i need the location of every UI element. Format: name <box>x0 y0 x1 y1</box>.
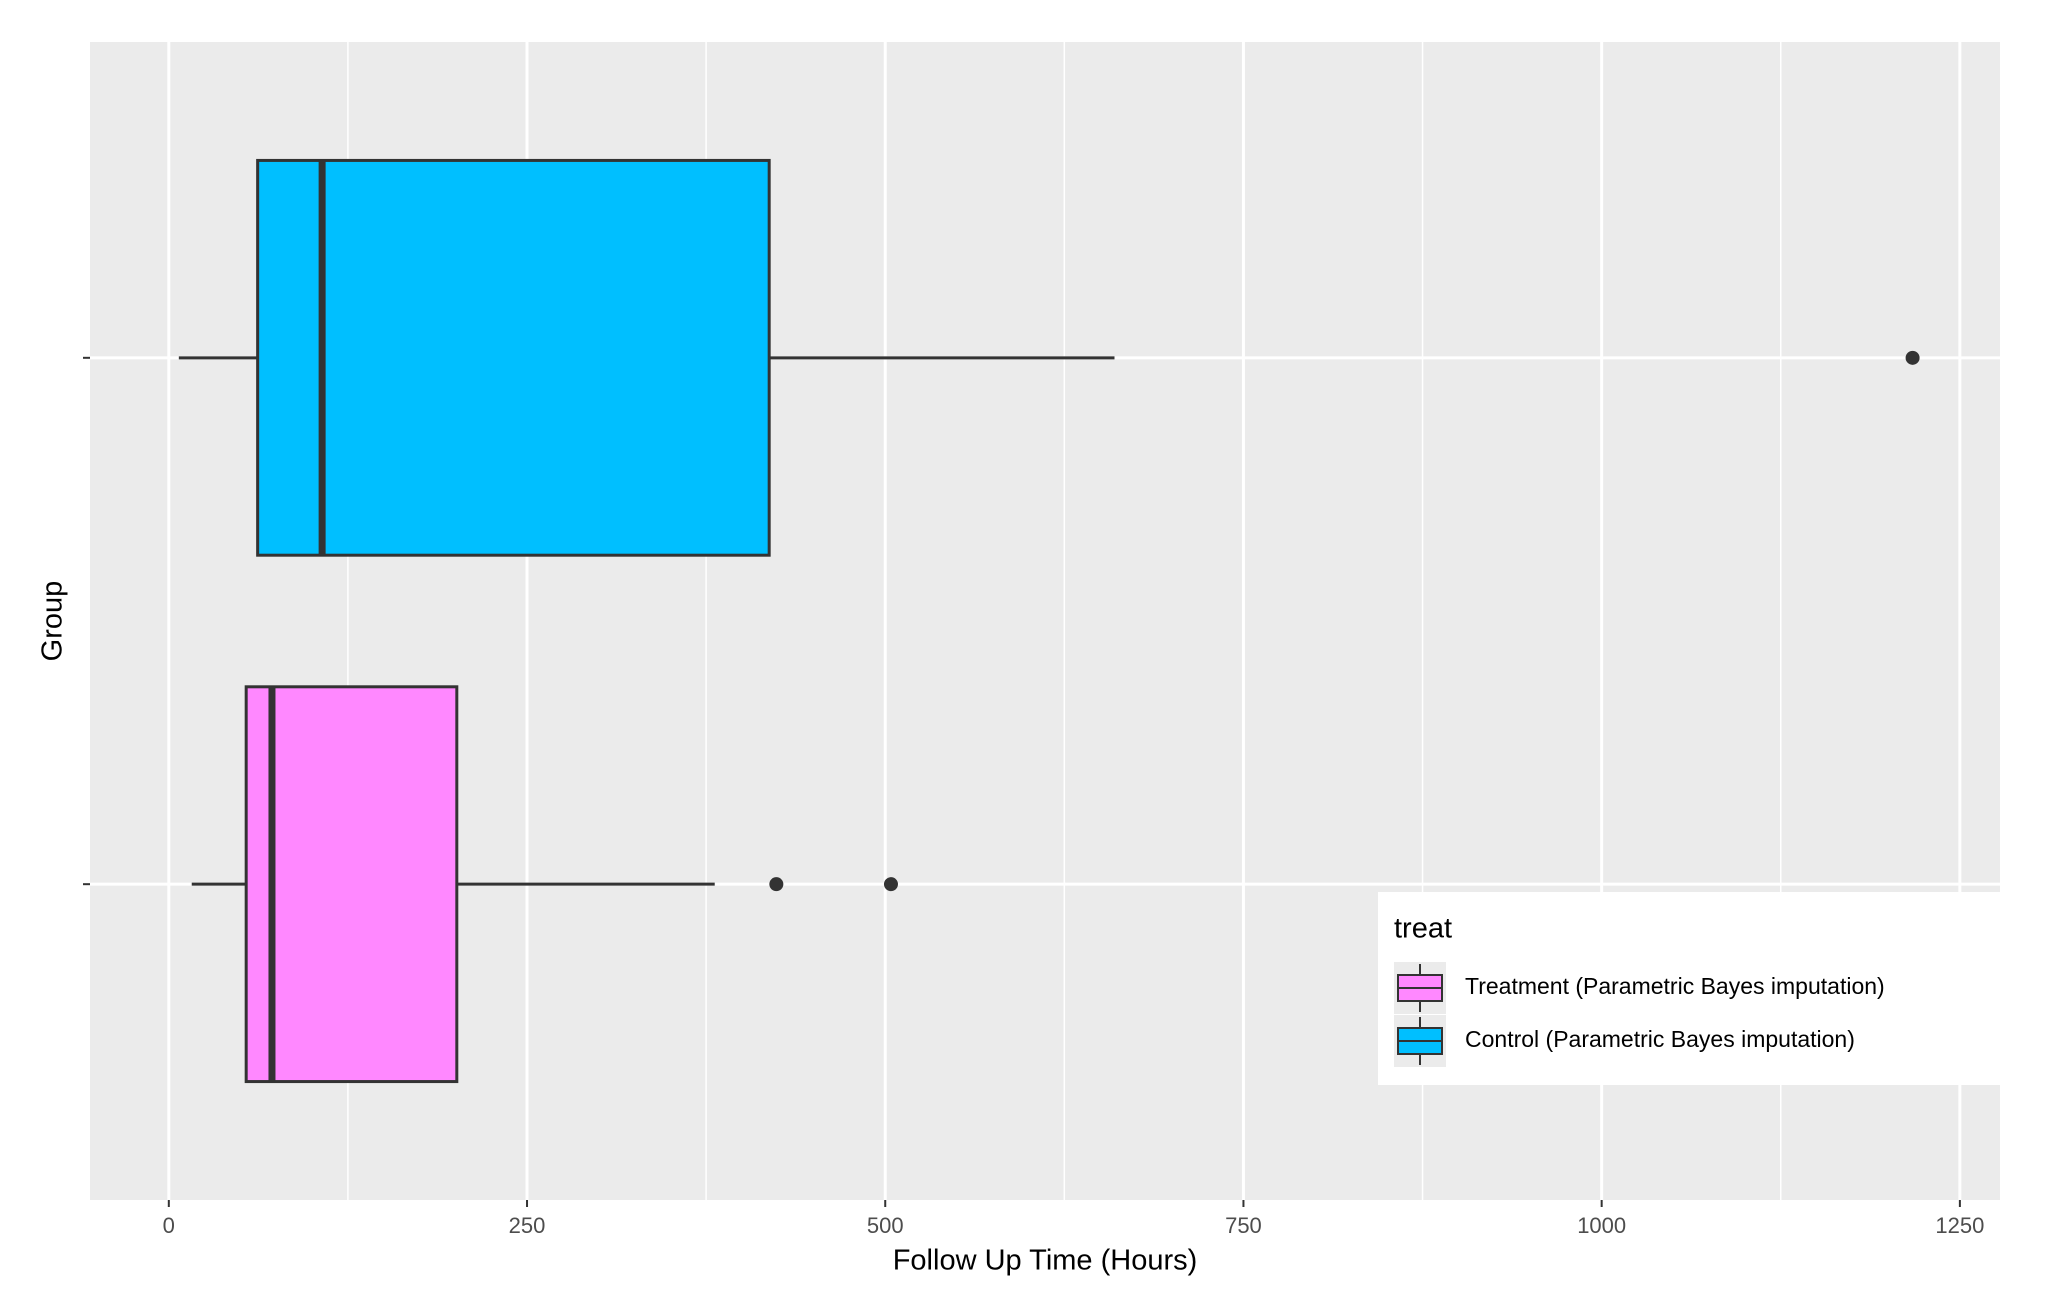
outlier <box>883 877 898 892</box>
x-tick-label: 750 <box>1225 1213 1262 1238</box>
x-axis-title: Follow Up Time (Hours) <box>893 1245 1198 1277</box>
box <box>256 158 771 557</box>
y-axis-title: Group <box>37 581 69 662</box>
outlier <box>1905 350 1920 365</box>
x-tick-label: 250 <box>509 1213 546 1238</box>
legend-label: Control (Parametric Bayes imputation) <box>1465 1026 1855 1052</box>
legend-box <box>1378 892 2000 1085</box>
outlier <box>769 877 784 892</box>
legend-title: treat <box>1394 913 1452 945</box>
x-tick-label: 500 <box>867 1213 904 1238</box>
x-tick-label: 1250 <box>1935 1213 1984 1238</box>
x-tick-label: 1000 <box>1577 1213 1626 1238</box>
legend-label: Treatment (Parametric Bayes imputation) <box>1465 973 1885 999</box>
box <box>244 685 459 1084</box>
x-tick-label: 0 <box>163 1213 175 1238</box>
